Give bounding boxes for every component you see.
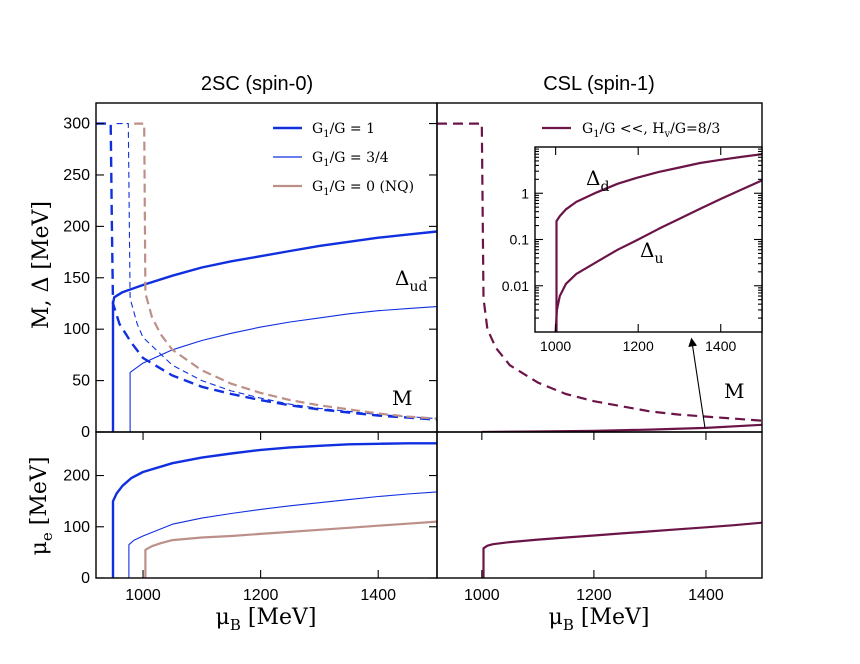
- series-line-3: [129, 306, 437, 432]
- series-line-1: [437, 122, 762, 422]
- title-2sc: 2SC (spin-0): [201, 73, 313, 95]
- y-tick-label: 250: [63, 167, 90, 184]
- inset-background: [535, 147, 762, 332]
- y-axis-label-top: M, Δ [MeV]: [29, 201, 54, 329]
- series-line-1: [555, 153, 762, 332]
- x-axis-label-left: μB [MeV]: [216, 605, 317, 634]
- title-csl: CSL (spin-1): [543, 73, 655, 95]
- annotation-M-right: M: [724, 379, 744, 403]
- series-line-1: [482, 521, 762, 578]
- y-tick-label: 0: [81, 424, 90, 441]
- series-line-2: [96, 122, 437, 421]
- series-line-2: [128, 491, 437, 578]
- x-tick-label: 1400: [705, 338, 736, 354]
- series-group: [482, 521, 762, 578]
- legend-top-left: G1/G = 1 G1/G = 3/4 G1/G = 0 (NQ): [273, 121, 414, 198]
- panel-bottom-right: 1000 1200 1400: [436, 431, 763, 604]
- svg-text:μB [MeV]: μB [MeV]: [549, 605, 650, 634]
- panel-bottom-left: 1000 1200 1400 0 100 200: [63, 431, 438, 604]
- x-tick-label: 1000: [125, 587, 161, 604]
- series-group: [554, 153, 762, 332]
- series-line-2: [554, 179, 762, 332]
- x-tick-label: 1200: [576, 587, 612, 604]
- y-tick-label: 0.01: [502, 278, 529, 294]
- y-tick-label: 0.1: [510, 232, 530, 248]
- y-tick-label: 300: [63, 116, 90, 133]
- y-tick-label: 100: [63, 519, 90, 536]
- x-tick-label: 1000: [540, 338, 571, 354]
- series-line-1: [111, 442, 437, 578]
- series-line-2: [481, 423, 762, 432]
- legend-label: G1/G = 1: [312, 121, 375, 140]
- y-tick-label: 150: [63, 270, 90, 287]
- legend-label: G1/G = 3/4: [312, 150, 389, 169]
- svg-text:Δud: Δud: [395, 266, 427, 295]
- x-tick-label: 1400: [688, 587, 724, 604]
- series-line-1: [111, 230, 437, 432]
- plot-frame: [436, 431, 763, 579]
- arrow-line: [688, 337, 706, 429]
- inset-arrow: [688, 337, 706, 429]
- series-group: [96, 122, 437, 432]
- y-tick-label: 0: [81, 570, 90, 587]
- series-line-3: [144, 520, 437, 578]
- y-tick-label: 1: [521, 185, 529, 201]
- svg-text:μe [MeV]: μe [MeV]: [27, 457, 56, 556]
- annotation-M-left: M: [392, 386, 412, 410]
- x-tick-label: 1200: [623, 338, 654, 354]
- svg-text:μB [MeV]: μB [MeV]: [216, 605, 317, 634]
- x-axis-label-right: μB [MeV]: [549, 605, 650, 634]
- x-tick-label: 1400: [360, 587, 396, 604]
- x-tick-label: 1200: [243, 587, 279, 604]
- legend-label: G1/G <<, Hv/G=8/3: [582, 121, 720, 140]
- x-tick-label: 1000: [464, 587, 500, 604]
- y-tick-label: 200: [63, 218, 90, 235]
- y-tick-label: 100: [63, 321, 90, 338]
- series-line-4: [116, 123, 437, 420]
- y-tick-label: 200: [63, 468, 90, 485]
- series-group: [111, 442, 437, 578]
- annotation-delta-ud: Δud: [395, 266, 427, 295]
- y-axis-label-bottom: μe [MeV]: [27, 457, 56, 556]
- panel-inset: 1000 1200 1400 0.01 0.1 1: [502, 146, 763, 354]
- y-tick-label: 50: [72, 373, 90, 390]
- plot-frame: [95, 431, 438, 579]
- series-line-5: [134, 122, 437, 420]
- legend-top-right: G1/G <<, Hv/G=8/3: [542, 121, 720, 140]
- legend-label: G1/G = 0 (NQ): [312, 179, 414, 198]
